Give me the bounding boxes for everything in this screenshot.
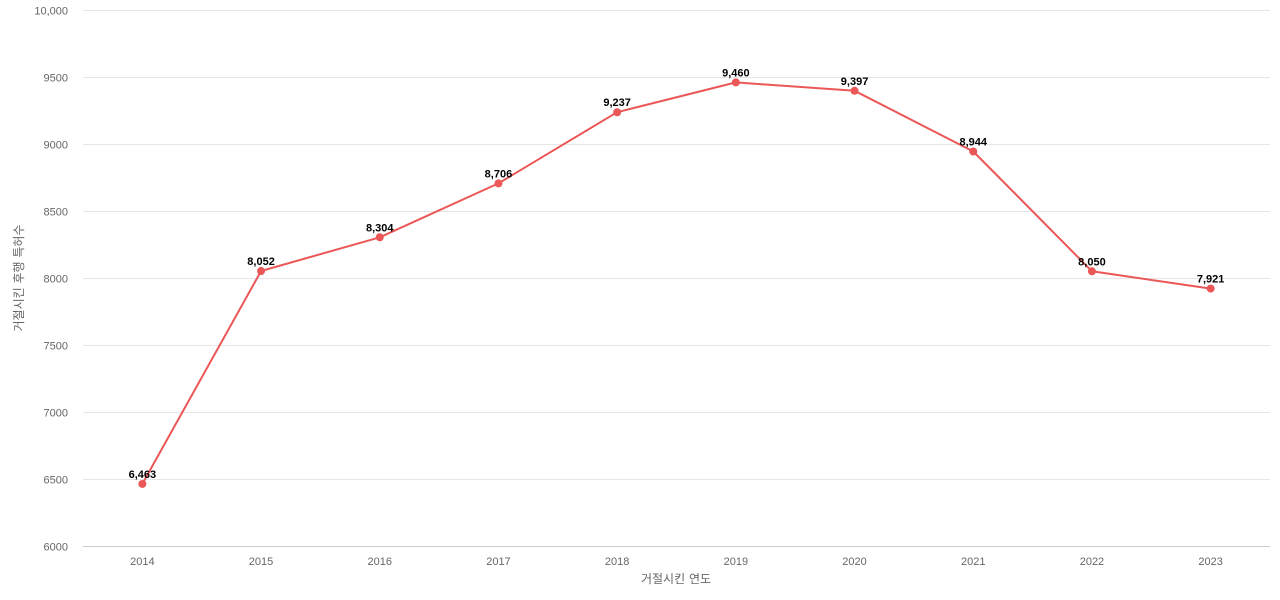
x-tick-label: 2020 — [842, 556, 866, 568]
grid-lines — [83, 10, 1270, 547]
y-tick-label: 8000 — [44, 274, 68, 286]
data-point[interactable] — [613, 108, 622, 117]
data-point[interactable] — [494, 179, 503, 188]
data-label: 8,050 — [1078, 256, 1106, 268]
x-tick-label: 2016 — [368, 556, 392, 568]
data-point[interactable] — [731, 78, 740, 87]
data-label: 8,304 — [366, 222, 394, 234]
y-tick-label: 6500 — [44, 475, 68, 487]
data-label: 9,460 — [722, 67, 750, 79]
x-tick-label: 2017 — [486, 556, 510, 568]
x-tick-label: 2015 — [249, 556, 273, 568]
data-labels: 6,463 8,052 8,304 8,706 9,237 9,460 9,397 8,944… — [129, 67, 1225, 481]
data-point[interactable] — [1087, 267, 1096, 276]
data-label: 7,921 — [1197, 274, 1225, 286]
data-point[interactable] — [375, 233, 384, 242]
data-point[interactable] — [1206, 284, 1215, 293]
y-axis-ticks: 6000 6500 7000 7500 8000 8500 9000 9500 10,000 — [34, 6, 68, 554]
data-label: 8,706 — [485, 168, 513, 180]
x-axis-title: 거절시킨 연도 — [641, 572, 711, 586]
data-label: 6,463 — [129, 469, 157, 481]
y-tick-label: 7000 — [44, 408, 68, 420]
data-points — [138, 78, 1215, 488]
x-tick-label: 2018 — [605, 556, 629, 568]
data-point[interactable] — [850, 86, 859, 95]
series-line — [141, 81, 1212, 485]
y-tick-label: 7500 — [44, 341, 68, 353]
data-point[interactable] — [138, 479, 147, 488]
y-tick-label: 10,000 — [34, 6, 68, 18]
y-tick-label: 9000 — [44, 140, 68, 152]
x-axis-ticks: 2014 2015 2016 2017 2018 2019 2020 2021 2022 2023 — [130, 556, 1223, 568]
x-tick-label: 2019 — [724, 556, 748, 568]
x-tick-label: 2021 — [961, 556, 985, 568]
series — [141, 81, 1212, 485]
data-point[interactable] — [257, 267, 266, 276]
data-label: 8,052 — [247, 256, 275, 268]
x-tick-label: 2023 — [1198, 556, 1222, 568]
data-point[interactable] — [969, 147, 978, 156]
data-label: 9,397 — [841, 76, 869, 88]
data-label: 9,237 — [603, 97, 631, 109]
data-label: 8,944 — [959, 137, 987, 149]
x-tick-label: 2014 — [130, 556, 154, 568]
x-tick-label: 2022 — [1080, 556, 1104, 568]
y-tick-label: 9500 — [44, 73, 68, 85]
y-axis-title: 거절시킨 후행 특허수 — [11, 225, 26, 332]
y-tick-label: 8500 — [44, 207, 68, 219]
y-tick-label: 6000 — [44, 542, 68, 554]
